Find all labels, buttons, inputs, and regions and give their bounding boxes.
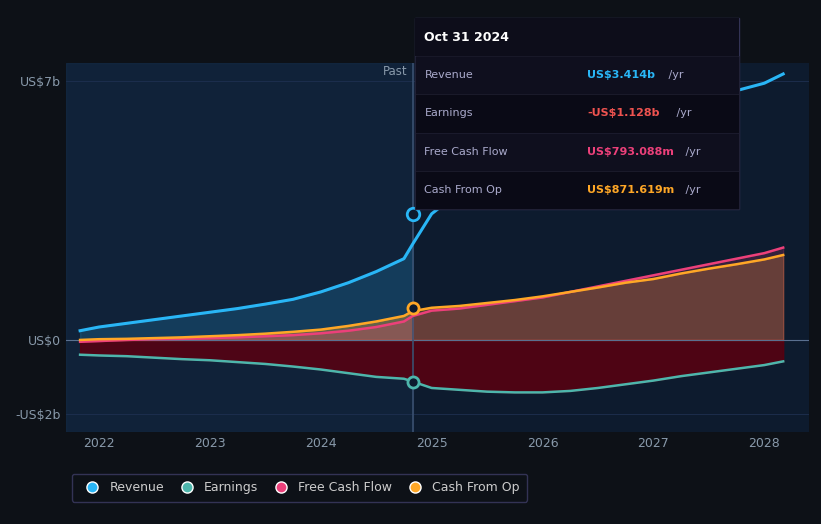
Text: Free Cash Flow: Free Cash Flow bbox=[424, 147, 508, 157]
Legend: Revenue, Earnings, Free Cash Flow, Cash From Op: Revenue, Earnings, Free Cash Flow, Cash … bbox=[72, 474, 527, 502]
Text: Analysts Forecasts: Analysts Forecasts bbox=[419, 64, 528, 78]
Bar bbox=[66, 63, 413, 432]
Text: US$793.088m: US$793.088m bbox=[587, 147, 674, 157]
Text: US$3.414b: US$3.414b bbox=[587, 70, 655, 80]
Text: /yr: /yr bbox=[682, 147, 700, 157]
Text: /yr: /yr bbox=[665, 70, 683, 80]
Text: US$871.619m: US$871.619m bbox=[587, 185, 674, 195]
Text: Cash From Op: Cash From Op bbox=[424, 185, 502, 195]
Text: Revenue: Revenue bbox=[424, 70, 473, 80]
Text: /yr: /yr bbox=[682, 185, 700, 195]
Text: Earnings: Earnings bbox=[424, 108, 473, 118]
Text: -US$1.128b: -US$1.128b bbox=[587, 108, 659, 118]
Text: Past: Past bbox=[383, 64, 407, 78]
Text: Oct 31 2024: Oct 31 2024 bbox=[424, 31, 510, 43]
Text: /yr: /yr bbox=[673, 108, 692, 118]
